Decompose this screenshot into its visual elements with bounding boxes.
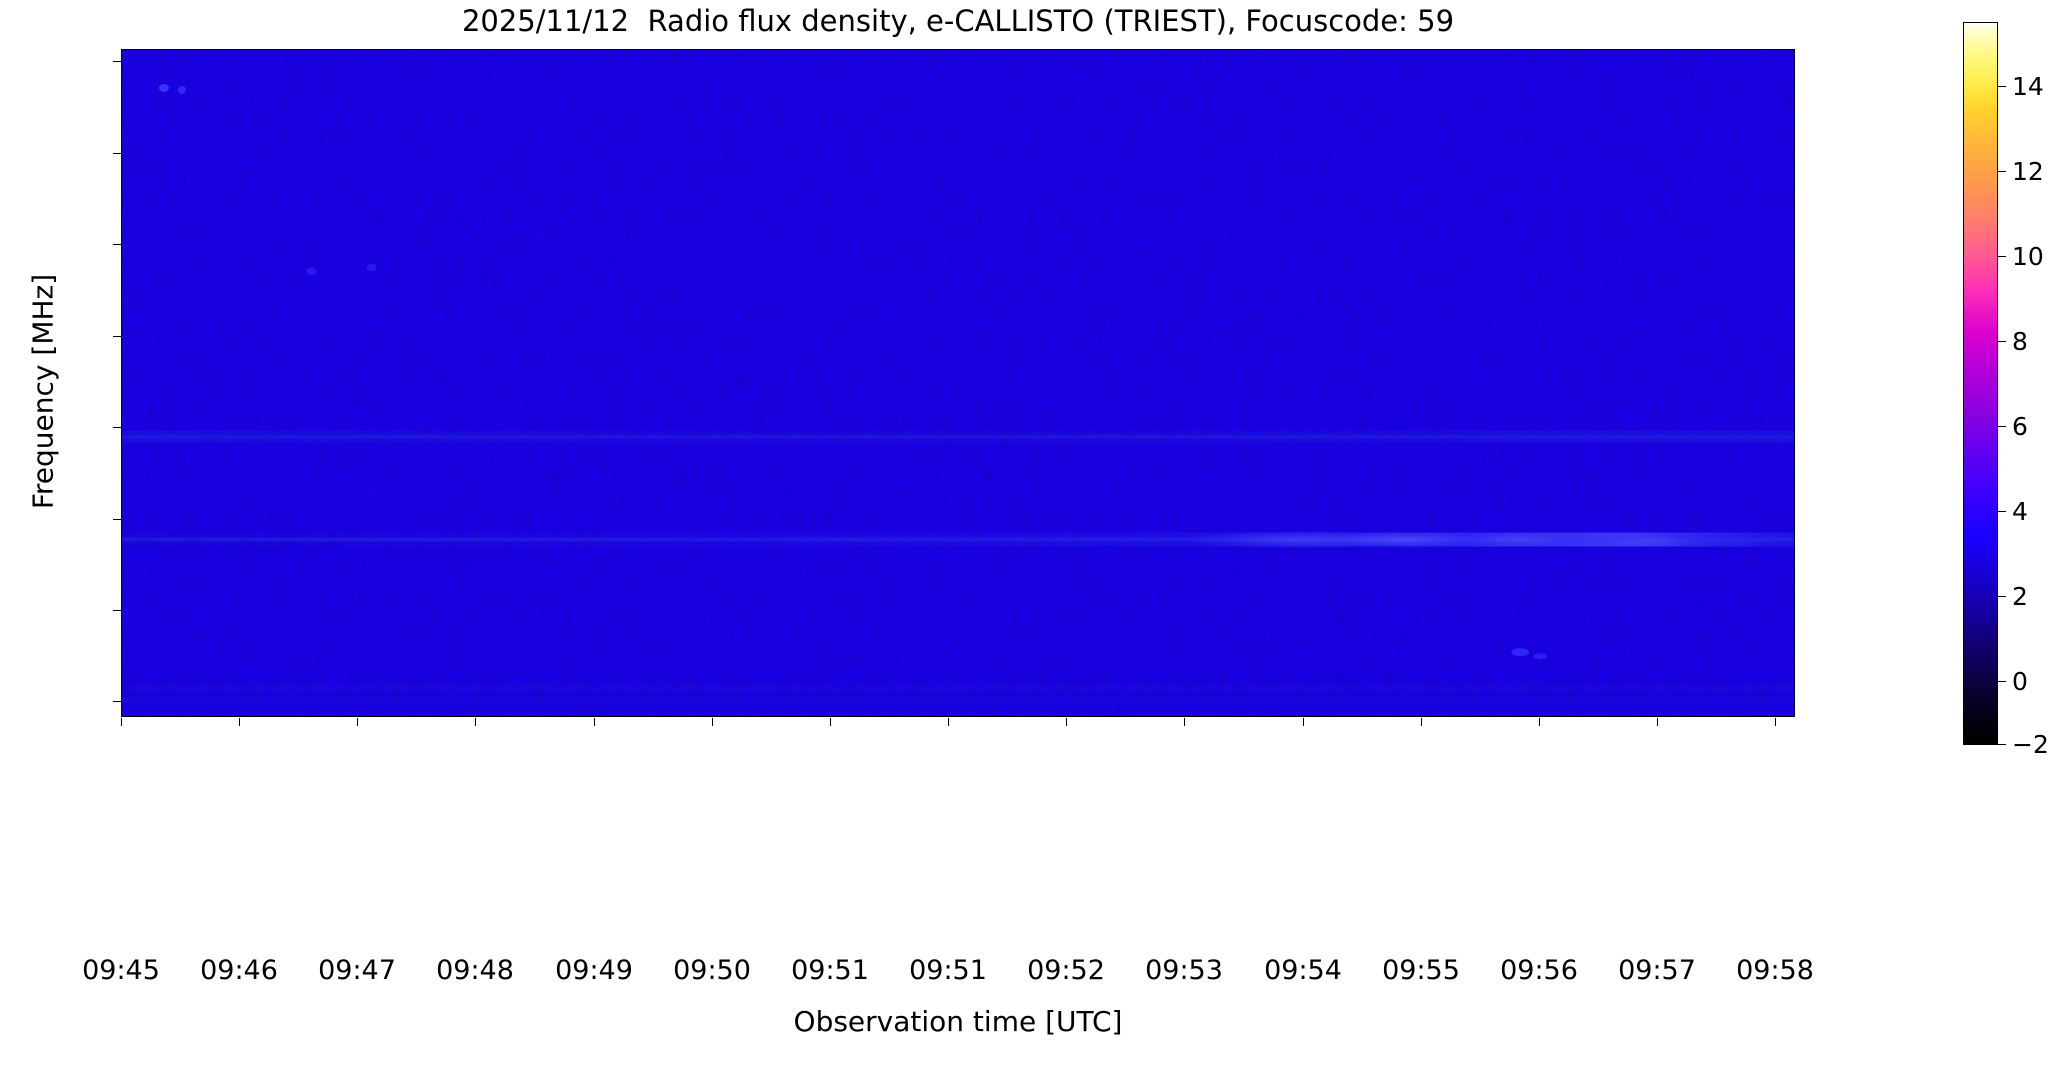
x-tick-mark: [357, 718, 359, 726]
colorbar-tick-label: −2: [2012, 730, 2049, 759]
x-axis-label: Observation time [UTC]: [793, 1005, 1123, 1038]
colorbar-tick-mark: [1998, 171, 2006, 173]
y-tick-mark: [113, 519, 121, 521]
colorbar-tick-label: 6: [2012, 412, 2028, 441]
x-tick-label: 09:48: [436, 955, 514, 986]
x-tick-label: 09:51: [791, 955, 869, 986]
spectrogram-image: [122, 50, 1794, 716]
x-tick-mark: [1421, 718, 1423, 726]
colorbar-tick-mark: [1998, 426, 2006, 428]
x-tick-label: 09:46: [200, 955, 278, 986]
colorbar-tick-label: 10: [2012, 242, 2044, 271]
x-tick-label: 09:45: [82, 955, 160, 986]
spectrogram-plot-area: [121, 49, 1795, 717]
y-tick-mark: [113, 244, 121, 246]
x-tick-mark: [948, 718, 950, 726]
y-tick-mark: [113, 336, 121, 338]
x-tick-mark: [1184, 718, 1186, 726]
x-tick-label: 09:54: [1264, 955, 1342, 986]
colorbar-tick-label: 0: [2012, 667, 2028, 696]
colorbar-tick-label: 14: [2012, 72, 2044, 101]
x-tick-label: 09:47: [318, 955, 396, 986]
x-tick-mark: [712, 718, 714, 726]
x-tick-mark: [239, 718, 241, 726]
x-tick-mark: [121, 718, 123, 726]
x-tick-label: 09:56: [1500, 955, 1578, 986]
colorbar-tick-mark: [1998, 511, 2006, 513]
x-tick-label: 09:55: [1382, 955, 1460, 986]
y-tick-mark: [113, 427, 121, 429]
x-tick-mark: [1066, 718, 1068, 726]
colorbar-tick-mark: [1998, 256, 2006, 258]
colorbar-tick-mark: [1998, 744, 2006, 746]
y-tick-mark: [113, 701, 121, 703]
x-tick-label: 09:58: [1736, 955, 1814, 986]
x-tick-mark: [1657, 718, 1659, 726]
colorbar-tick-mark: [1998, 341, 2006, 343]
x-tick-label: 09:53: [1145, 955, 1223, 986]
colorbar-tick-label: 8: [2012, 327, 2028, 356]
x-tick-label: 09:49: [555, 955, 633, 986]
x-tick-label: 09:57: [1618, 955, 1696, 986]
y-axis-label: Frequency [MHz]: [26, 273, 60, 510]
colorbar-tick-mark: [1998, 86, 2006, 88]
colorbar-tick-label: 2: [2012, 582, 2028, 611]
x-tick-label: 09:52: [1027, 955, 1105, 986]
y-tick-mark: [113, 153, 121, 155]
colorbar-tick-mark: [1998, 596, 2006, 598]
page-title: 2025/11/12 Radio flux density, e-CALLIST…: [461, 4, 1455, 38]
x-tick-mark: [1539, 718, 1541, 726]
x-tick-mark: [594, 718, 596, 726]
colorbar-tick-mark: [1998, 681, 2006, 683]
x-tick-label: 09:50: [673, 955, 751, 986]
colorbar-tick-label: 4: [2012, 497, 2028, 526]
x-tick-mark: [1775, 718, 1777, 726]
x-tick-mark: [830, 718, 832, 726]
colorbar-tick-label: 12: [2012, 157, 2044, 186]
x-tick-label: 09:51: [909, 955, 987, 986]
x-tick-mark: [1303, 718, 1305, 726]
x-tick-mark: [475, 718, 477, 726]
y-tick-mark: [113, 610, 121, 612]
y-tick-mark: [113, 61, 121, 63]
colorbar-gradient: [1963, 22, 1998, 745]
